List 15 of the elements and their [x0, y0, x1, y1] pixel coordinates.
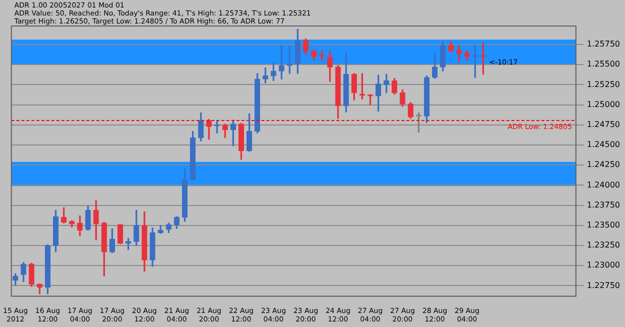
- y-tick-label: 1.25000: [586, 100, 620, 109]
- y-tick-label: 1.23250: [586, 240, 620, 250]
- candlestick: [262, 67, 268, 84]
- y-tick-label: 1.23750: [586, 200, 620, 210]
- y-tick-label: 1.25500: [586, 60, 620, 69]
- candlestick: [278, 44, 284, 80]
- y-tick-label: 1.24500: [586, 140, 620, 150]
- y-tick-label: 1.22750: [586, 280, 620, 290]
- y-tick-label: 1.25250: [586, 80, 620, 89]
- y-tick-label: 1.24000: [586, 180, 620, 190]
- y-tick-label: 1.24750: [586, 120, 620, 129]
- y-tick-label: 1.23500: [586, 220, 620, 230]
- y-tick-label: 1.25750: [586, 40, 620, 49]
- y-tick-label: 1.24250: [586, 160, 620, 170]
- y-tick-label: 1.23000: [586, 260, 620, 270]
